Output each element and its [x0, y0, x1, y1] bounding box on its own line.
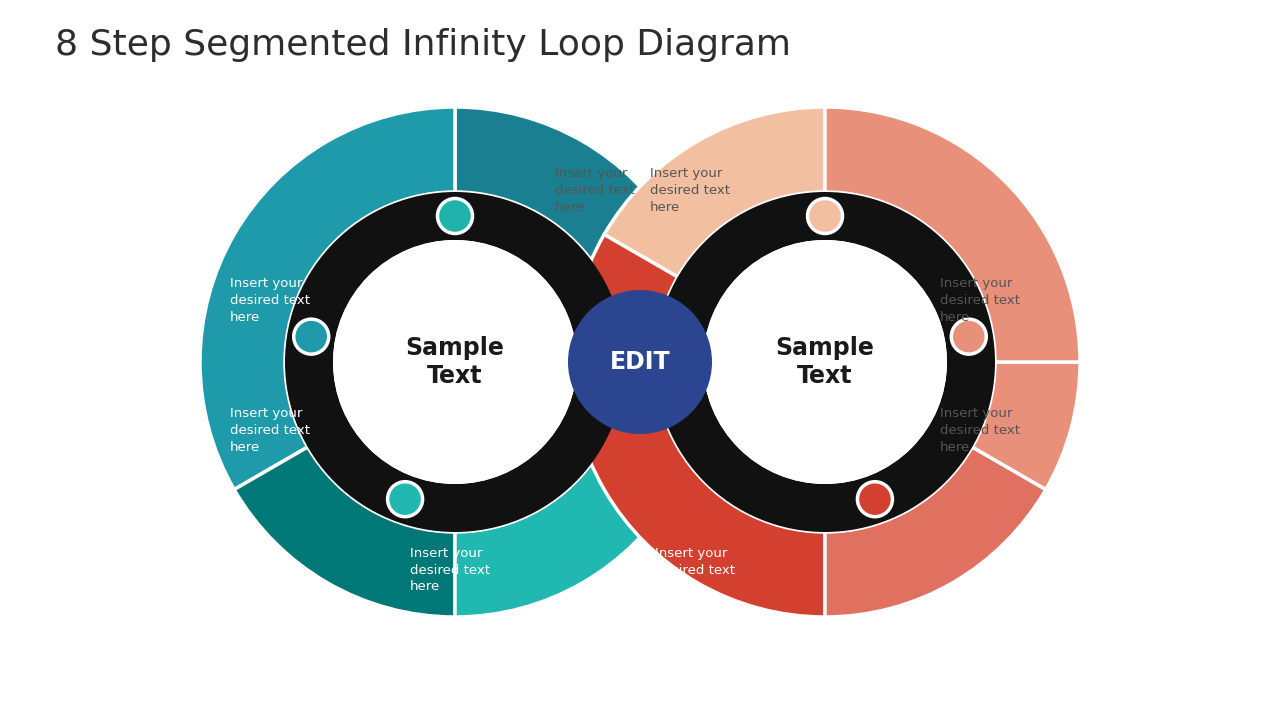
Circle shape [703, 240, 947, 484]
Wedge shape [285, 192, 625, 532]
Circle shape [293, 319, 329, 354]
Text: Insert your
desired text
here: Insert your desired text here [655, 546, 735, 593]
Text: Sample
Text: Sample Text [776, 336, 874, 388]
Text: Insert your
desired text
here: Insert your desired text here [556, 166, 635, 214]
Text: Insert your
desired text
here: Insert your desired text here [940, 276, 1020, 323]
Text: Insert your
desired text
here: Insert your desired text here [650, 166, 730, 214]
Text: EDIT: EDIT [609, 350, 671, 374]
Wedge shape [826, 447, 1046, 617]
Text: Insert your
desired text
here: Insert your desired text here [230, 407, 310, 454]
Wedge shape [973, 362, 1080, 490]
Circle shape [858, 482, 892, 517]
Wedge shape [570, 235, 826, 617]
Wedge shape [655, 192, 995, 532]
Text: Insert your
desired text
here: Insert your desired text here [230, 276, 310, 323]
Wedge shape [200, 107, 454, 490]
Text: Insert your
desired text
here: Insert your desired text here [410, 546, 490, 593]
Text: Insert your
desired text
here: Insert your desired text here [940, 407, 1020, 454]
Circle shape [951, 319, 987, 354]
Wedge shape [604, 107, 826, 277]
Wedge shape [234, 447, 454, 617]
Circle shape [438, 199, 472, 233]
Wedge shape [454, 107, 676, 277]
Wedge shape [826, 107, 1080, 362]
Circle shape [333, 240, 577, 484]
Text: 8 Step Segmented Infinity Loop Diagram: 8 Step Segmented Infinity Loop Diagram [55, 28, 791, 62]
Circle shape [388, 482, 422, 517]
Circle shape [568, 290, 712, 434]
Text: Sample
Text: Sample Text [406, 336, 504, 388]
Wedge shape [454, 447, 676, 617]
Circle shape [808, 199, 842, 233]
